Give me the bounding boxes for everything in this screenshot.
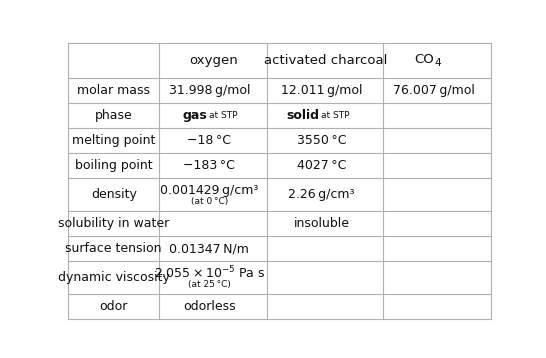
Text: 0.001429 g/cm³: 0.001429 g/cm³ — [160, 184, 258, 197]
Text: solubility in water: solubility in water — [58, 217, 169, 230]
Text: 4: 4 — [435, 58, 441, 68]
Text: −183 °C: −183 °C — [183, 159, 235, 173]
Text: phase: phase — [95, 109, 133, 122]
Text: 0.01347 N/m: 0.01347 N/m — [169, 242, 249, 255]
Text: dynamic viscosity: dynamic viscosity — [58, 271, 170, 284]
Text: odorless: odorless — [183, 300, 236, 313]
Text: gas: gas — [182, 109, 207, 122]
Text: melting point: melting point — [72, 134, 156, 147]
Text: oxygen: oxygen — [189, 54, 238, 67]
Text: at STP: at STP — [209, 111, 237, 120]
Text: odor: odor — [99, 300, 128, 313]
Text: boiling point: boiling point — [75, 159, 152, 173]
Text: (at 25 °C): (at 25 °C) — [188, 280, 231, 289]
Text: solid: solid — [286, 109, 319, 122]
Text: 4027 °C: 4027 °C — [297, 159, 346, 173]
Text: (at 0 °C): (at 0 °C) — [191, 197, 228, 206]
Text: CO: CO — [414, 53, 435, 66]
Text: 3550 °C: 3550 °C — [296, 134, 346, 147]
Text: activated charcoal: activated charcoal — [264, 54, 387, 67]
Text: density: density — [91, 188, 136, 201]
Text: surface tension: surface tension — [66, 242, 162, 255]
Text: −18 °C: −18 °C — [187, 134, 232, 147]
Text: 76.007 g/mol: 76.007 g/mol — [393, 84, 474, 97]
Text: insoluble: insoluble — [293, 217, 349, 230]
Text: $2.055\times10^{-5}$ Pa s: $2.055\times10^{-5}$ Pa s — [153, 265, 265, 281]
Text: at STP: at STP — [321, 111, 349, 120]
Text: 31.998 g/mol: 31.998 g/mol — [169, 84, 250, 97]
Text: 2.26 g/cm³: 2.26 g/cm³ — [288, 188, 355, 201]
Text: molar mass: molar mass — [77, 84, 150, 97]
Text: 12.011 g/mol: 12.011 g/mol — [281, 84, 362, 97]
